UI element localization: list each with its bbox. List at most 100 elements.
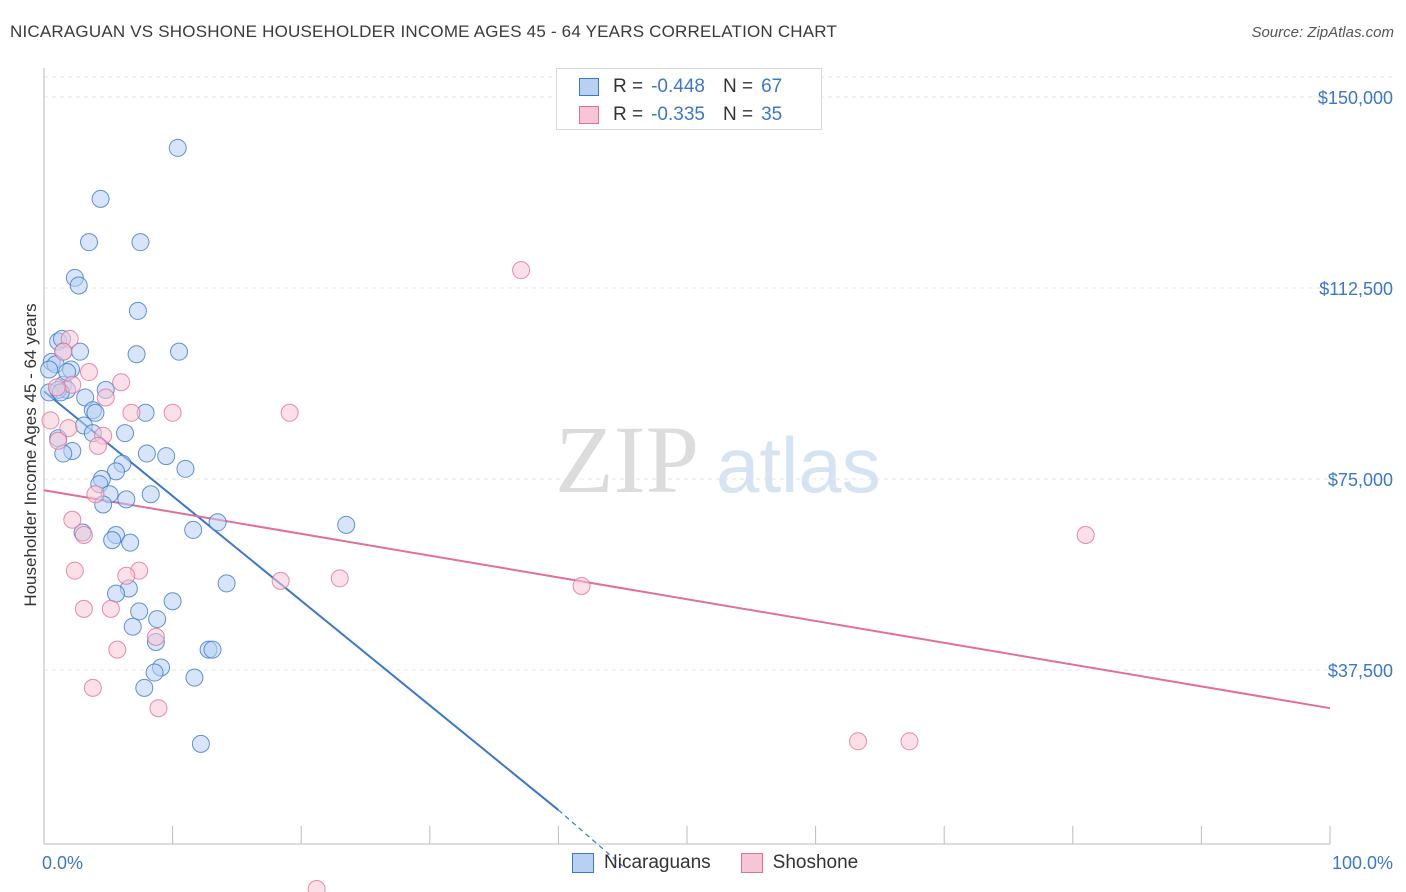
data-point (146, 627, 165, 646)
data-point (137, 444, 156, 463)
data-point (96, 388, 115, 407)
legend-swatch-pink (740, 853, 763, 873)
data-point (849, 732, 868, 751)
data-point (307, 880, 326, 892)
legend-r-value: -0.448 (651, 76, 705, 97)
legend-n-value: 67 (761, 76, 783, 97)
legend-row-nicaraguans: R = -0.448 N = 67 (579, 73, 782, 101)
data-point (107, 584, 126, 603)
legend-label-shoshone: Shoshone (772, 852, 859, 873)
data-point (131, 233, 150, 252)
data-point (112, 373, 131, 392)
data-point (203, 640, 222, 659)
data-point (128, 301, 147, 320)
data-point (176, 459, 195, 478)
data-point (74, 526, 93, 545)
data-point (330, 569, 349, 588)
data-point (91, 189, 110, 208)
legend-swatch-pink (579, 106, 599, 124)
chart-title: NICARAGUAN VS SHOSHONE HOUSEHOLDER INCOM… (10, 22, 838, 41)
data-point (163, 592, 182, 611)
data-point (117, 566, 136, 585)
data-point (217, 574, 236, 593)
data-point (130, 602, 149, 621)
legend-item-nicaraguans[interactable]: Nicaraguans (572, 852, 711, 874)
data-point (135, 678, 154, 697)
data-point (69, 276, 88, 295)
x-tick-label-start: 0.0% (42, 853, 83, 873)
x-tick-label-end: 100.0% (1332, 853, 1393, 873)
data-point (900, 732, 919, 751)
data-point (572, 576, 591, 595)
legend-item-shoshone[interactable]: Shoshone (740, 852, 859, 874)
series-legend: Nicaraguans Shoshone (572, 852, 888, 874)
series-shoshone (41, 261, 1095, 892)
data-point (49, 431, 68, 450)
data-point (163, 403, 182, 422)
data-point (157, 447, 176, 466)
legend-n-label: N = (722, 76, 754, 97)
data-points (40, 138, 1095, 892)
legend-swatch-blue (579, 78, 599, 96)
watermark-zip: ZIP (555, 406, 699, 513)
watermark: ZIP atlas (555, 406, 881, 513)
data-point (121, 533, 140, 552)
data-point (83, 678, 102, 697)
data-point (191, 734, 210, 753)
legend-swatch-blue (572, 853, 594, 873)
data-point (59, 419, 78, 438)
legend-label-nicaraguans: Nicaraguans (604, 852, 711, 873)
data-point (122, 403, 141, 422)
data-point (168, 138, 187, 157)
data-point (47, 378, 66, 397)
data-point (127, 345, 146, 364)
y-axis-label: Householder Income Ages 45 - 64 years (21, 303, 40, 606)
data-point (141, 485, 160, 504)
legend-row-shoshone: R = -0.335 N = 35 (579, 101, 782, 129)
legend-r-value: -0.335 (651, 104, 705, 125)
legend-r-label: R = (613, 76, 644, 97)
data-point (80, 363, 99, 382)
data-point (148, 610, 167, 629)
data-point (184, 520, 203, 539)
y-tick-label: $75,000 (1328, 470, 1393, 490)
data-point (63, 375, 82, 394)
data-point (86, 403, 105, 422)
data-point (86, 485, 105, 504)
data-point (80, 233, 99, 252)
legend-n-label: N = (722, 104, 754, 125)
data-point (108, 640, 127, 659)
data-point (145, 663, 164, 682)
data-point (107, 462, 126, 481)
axes (43, 68, 1331, 845)
data-point (123, 617, 142, 636)
data-point (185, 668, 204, 687)
y-tick-label: $37,500 (1328, 661, 1393, 681)
data-point (103, 531, 122, 550)
data-point (63, 510, 82, 529)
data-point (512, 261, 531, 280)
legend-r-label: R = (613, 104, 644, 125)
data-point (208, 513, 227, 532)
legend-n-value: 35 (761, 104, 783, 125)
data-point (54, 342, 73, 361)
data-point (280, 403, 299, 422)
data-point (74, 599, 93, 618)
data-point (1076, 526, 1095, 545)
watermark-atlas: atlas (716, 421, 881, 509)
data-point (149, 699, 168, 718)
series-nicaraguans (40, 138, 356, 753)
data-point (337, 515, 356, 534)
y-tick-label: $112,500 (1319, 279, 1393, 299)
tick-labels: $37,500 $75,000 $112,500 $150,000 0.0% 100.0% (42, 88, 1393, 873)
data-point (40, 360, 59, 379)
stats-legend: R = -0.448 N = 67 R = -0.335 N = 35 (556, 68, 822, 130)
data-point (116, 424, 135, 443)
source-label: Source: ZipAtlas.com (1251, 24, 1394, 41)
data-point (170, 342, 189, 361)
data-point (65, 561, 84, 580)
data-point (271, 571, 290, 590)
grid-lines (44, 76, 1395, 671)
y-tick-label: $150,000 (1318, 88, 1393, 108)
